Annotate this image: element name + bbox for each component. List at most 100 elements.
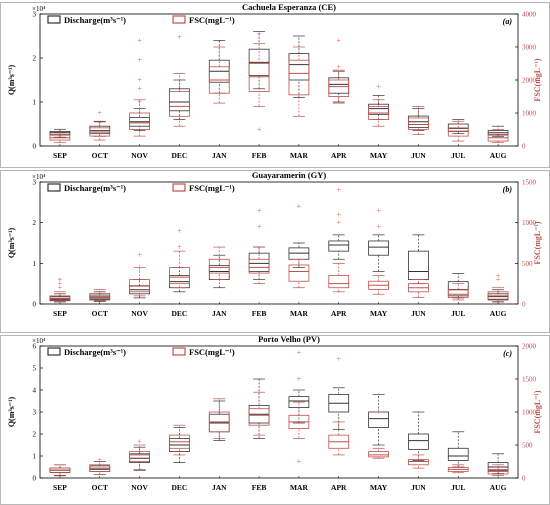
right-tick-label: 4000 — [522, 11, 537, 19]
right-tick-label: 1500 — [522, 376, 537, 384]
discharge-outlier: + — [58, 283, 63, 292]
panel-border — [0, 170, 550, 333]
month-label: OCT — [92, 309, 108, 318]
fsc-outlier: + — [137, 437, 142, 446]
month-label: JAN — [212, 483, 227, 492]
month-label: OCT — [92, 483, 108, 492]
fsc-outlier: + — [177, 33, 182, 42]
left-axis-label: Q(m³s⁻¹) — [7, 64, 16, 95]
fsc-outlier: + — [58, 275, 63, 284]
right-tick-label: 0 — [522, 301, 526, 309]
right-tick-label: 0 — [522, 143, 526, 151]
left-axis-label: Q(m³s⁻¹) — [7, 227, 16, 258]
left-tick-label: 1 — [33, 99, 37, 107]
discharge-box — [368, 411, 389, 428]
month-label: JUN — [411, 483, 426, 492]
fsc-outlier: + — [257, 125, 262, 134]
fsc-box — [447, 288, 469, 298]
month-label: SEP — [53, 483, 67, 492]
legend-fsc-swatch — [172, 183, 186, 192]
legend-discharge-label: Discharge(m³s⁻¹) — [64, 183, 126, 193]
legend-discharge-label: Discharge(m³s⁻¹) — [64, 15, 126, 25]
fsc-box — [288, 59, 310, 96]
fsc-outlier: + — [257, 222, 262, 231]
discharge-box — [368, 240, 389, 256]
fsc-box — [129, 112, 150, 130]
panel-title: Cachuela Esperanza (CE) — [242, 2, 336, 12]
discharge-box — [89, 465, 111, 472]
panel-title: Guayaramerin (GY) — [252, 170, 327, 180]
panel-border — [0, 2, 550, 168]
fsc-outlier: + — [297, 348, 302, 357]
fsc-outlier: + — [137, 56, 142, 65]
discharge-outlier: + — [58, 275, 63, 284]
month-label: APR — [331, 309, 347, 318]
panel-label: (b) — [503, 185, 513, 194]
month-label: SEP — [53, 309, 67, 318]
discharge-box — [169, 88, 190, 112]
legend-fsc-label: FSC(mgL⁻¹) — [189, 183, 235, 193]
left-axis-multiplier: ×10⁴ — [32, 337, 46, 345]
legend-discharge-swatch — [47, 347, 61, 356]
fsc-outlier: + — [97, 109, 102, 118]
left-tick-label: 2 — [33, 219, 37, 227]
month-label: MAY — [370, 483, 388, 492]
fsc-box — [248, 258, 270, 274]
left-tick-label: 0 — [33, 301, 37, 309]
month-label: OCT — [92, 151, 108, 160]
fsc-outlier: + — [376, 222, 381, 231]
legend-discharge-label: Discharge(m³s⁻¹) — [64, 347, 126, 357]
right-axis-label: FSC(mgL⁻¹) — [533, 390, 542, 433]
month-label: APR — [331, 151, 347, 160]
fsc-outlier: + — [376, 206, 381, 215]
right-tick-label: 500 — [522, 260, 533, 268]
fsc-box — [248, 63, 270, 92]
month-label: SEP — [53, 151, 67, 160]
fsc-box — [129, 451, 150, 462]
fsc-box — [328, 275, 350, 289]
month-label: FEB — [252, 151, 267, 160]
fsc-outlier: + — [336, 62, 341, 71]
fsc-box — [328, 79, 350, 97]
fsc-outlier: + — [137, 36, 142, 45]
fsc-outlier: + — [336, 355, 341, 364]
legend-discharge-swatch — [47, 183, 61, 192]
right-tick-label: 1000 — [522, 219, 537, 227]
fsc-box — [447, 127, 469, 137]
plot-frame — [39, 13, 519, 147]
discharge-box — [487, 462, 509, 471]
panel-border — [0, 335, 550, 505]
fsc-outlier: + — [297, 202, 302, 211]
fsc-outlier: + — [297, 375, 302, 384]
month-label: FEB — [252, 483, 267, 492]
right-tick-label: 0 — [522, 475, 526, 483]
fsc-outlier: + — [97, 456, 102, 465]
fsc-box — [169, 266, 190, 285]
fsc-box — [169, 91, 190, 117]
left-tick-label: 0 — [33, 475, 37, 483]
discharge-box — [408, 250, 429, 280]
panel-title: Porto Velho (PV) — [258, 334, 320, 344]
month-label: FEB — [252, 309, 267, 318]
fsc-outlier: + — [58, 279, 63, 288]
month-label: JAN — [212, 309, 227, 318]
legend-discharge-swatch — [47, 15, 61, 24]
fsc-outlier: + — [496, 275, 501, 284]
discharge-box — [288, 53, 310, 81]
discharge-box — [248, 252, 270, 272]
fsc-box — [248, 408, 270, 426]
panel-label: (c) — [503, 349, 512, 358]
fsc-box — [408, 117, 429, 130]
fsc-box — [408, 459, 429, 466]
fsc-outlier: + — [137, 76, 142, 85]
panel-label: (a) — [503, 17, 513, 26]
left-tick-label: 3 — [33, 179, 37, 187]
month-label: JUN — [411, 309, 426, 318]
fsc-outlier: + — [177, 226, 182, 235]
left-axis-multiplier: ×10⁴ — [32, 5, 46, 13]
month-label: NOV — [131, 309, 148, 318]
month-label: DEC — [171, 309, 187, 318]
right-axis-label: FSC(mgL⁻¹) — [533, 58, 542, 101]
left-axis-label: Q(m³s⁻¹) — [7, 396, 16, 427]
